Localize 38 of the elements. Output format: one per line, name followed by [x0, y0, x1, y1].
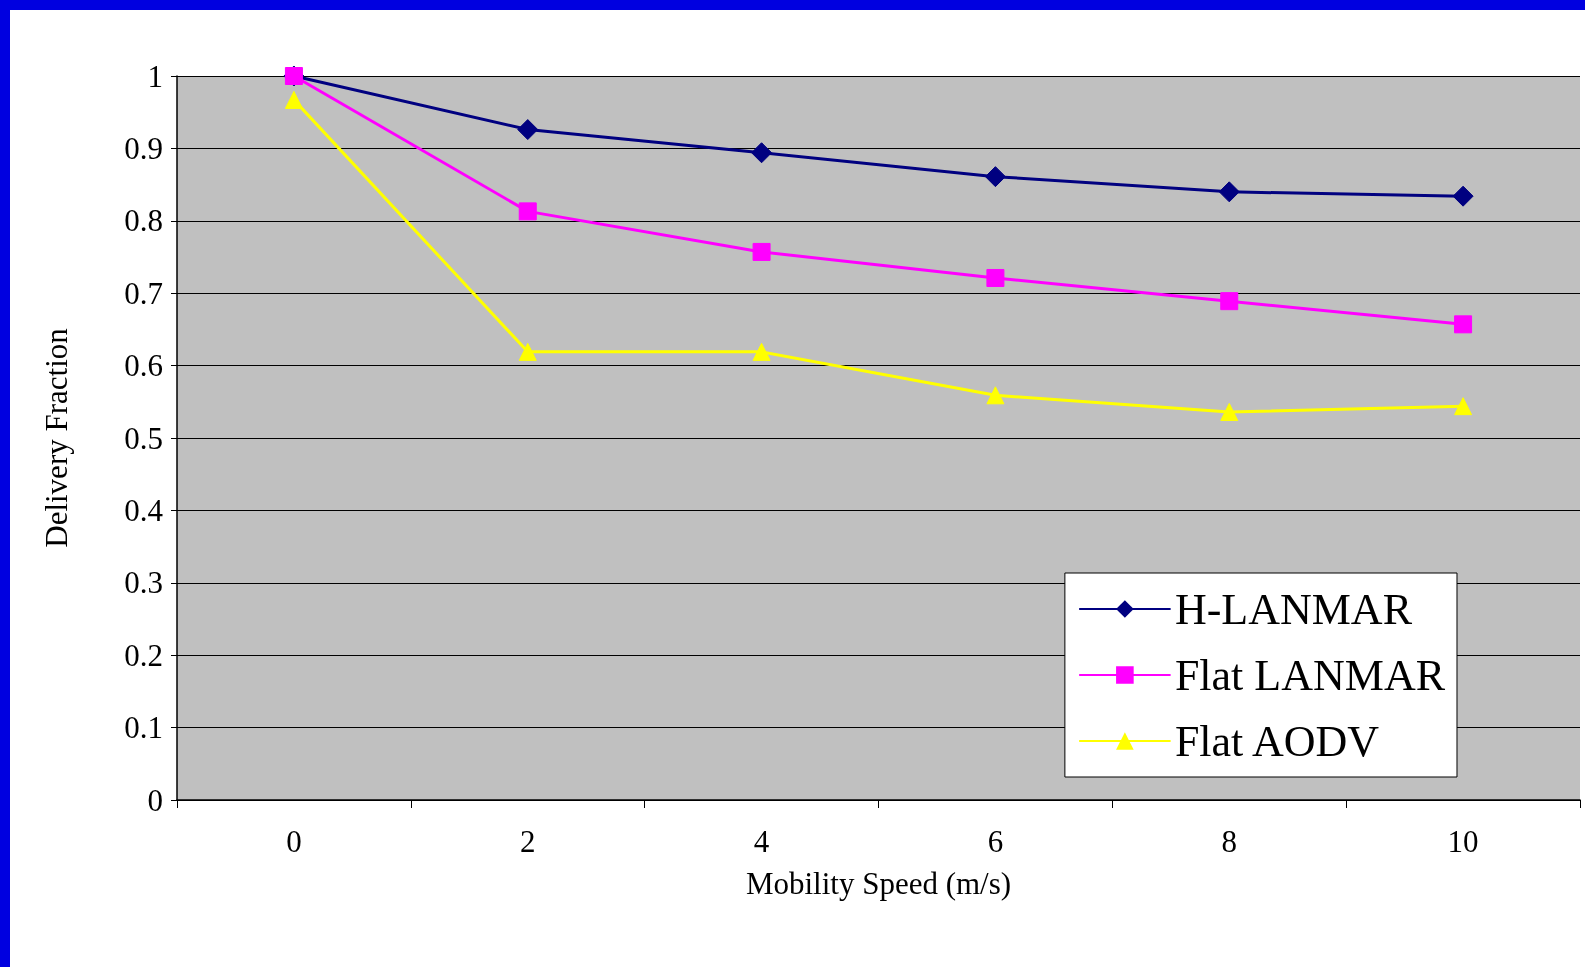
y-tick-label: 0 [147, 782, 163, 818]
x-tick-label: 4 [753, 824, 770, 859]
x-tick-label: 8 [1221, 824, 1237, 859]
y-tick-label: 0.1 [124, 710, 163, 746]
y-tick-label: 0.3 [124, 565, 163, 601]
legend-label: Flat AODV [1174, 716, 1380, 766]
y-axis-title: Delivery Fraction [39, 327, 74, 548]
point [1218, 181, 1240, 203]
point [986, 386, 1005, 405]
point [984, 166, 1006, 188]
point [518, 202, 537, 221]
point [751, 142, 773, 164]
x-axis-title: Mobility Speed (m/s) [745, 866, 1012, 901]
point [986, 269, 1005, 287]
x-tick-label: 0 [286, 824, 302, 859]
x-tick-label: 10 [1447, 824, 1479, 859]
point [517, 119, 539, 141]
y-tick-label: 0.7 [124, 275, 163, 311]
point [1454, 397, 1473, 416]
x-tick-label: 6 [987, 824, 1004, 859]
x-tick-label: 2 [520, 824, 536, 859]
y-tick-label: 1 [147, 58, 163, 94]
y-tick-label: 0.4 [124, 492, 164, 528]
y-tick-label: 0.9 [124, 130, 163, 166]
y-tick-label: 0.5 [124, 420, 163, 456]
y-tick-label: 0.6 [124, 348, 163, 384]
point [752, 242, 771, 261]
point [518, 342, 537, 361]
point [1220, 402, 1239, 421]
legend-label: Flat LANMAR [1174, 650, 1446, 700]
point [1220, 292, 1239, 311]
point [1452, 185, 1474, 207]
point [1454, 315, 1473, 334]
point [284, 90, 303, 109]
y-tick-label: 0.2 [124, 637, 163, 673]
legend-label: H-LANMAR [1174, 584, 1413, 634]
point [752, 342, 771, 361]
y-tick-label: 0.8 [124, 203, 163, 239]
